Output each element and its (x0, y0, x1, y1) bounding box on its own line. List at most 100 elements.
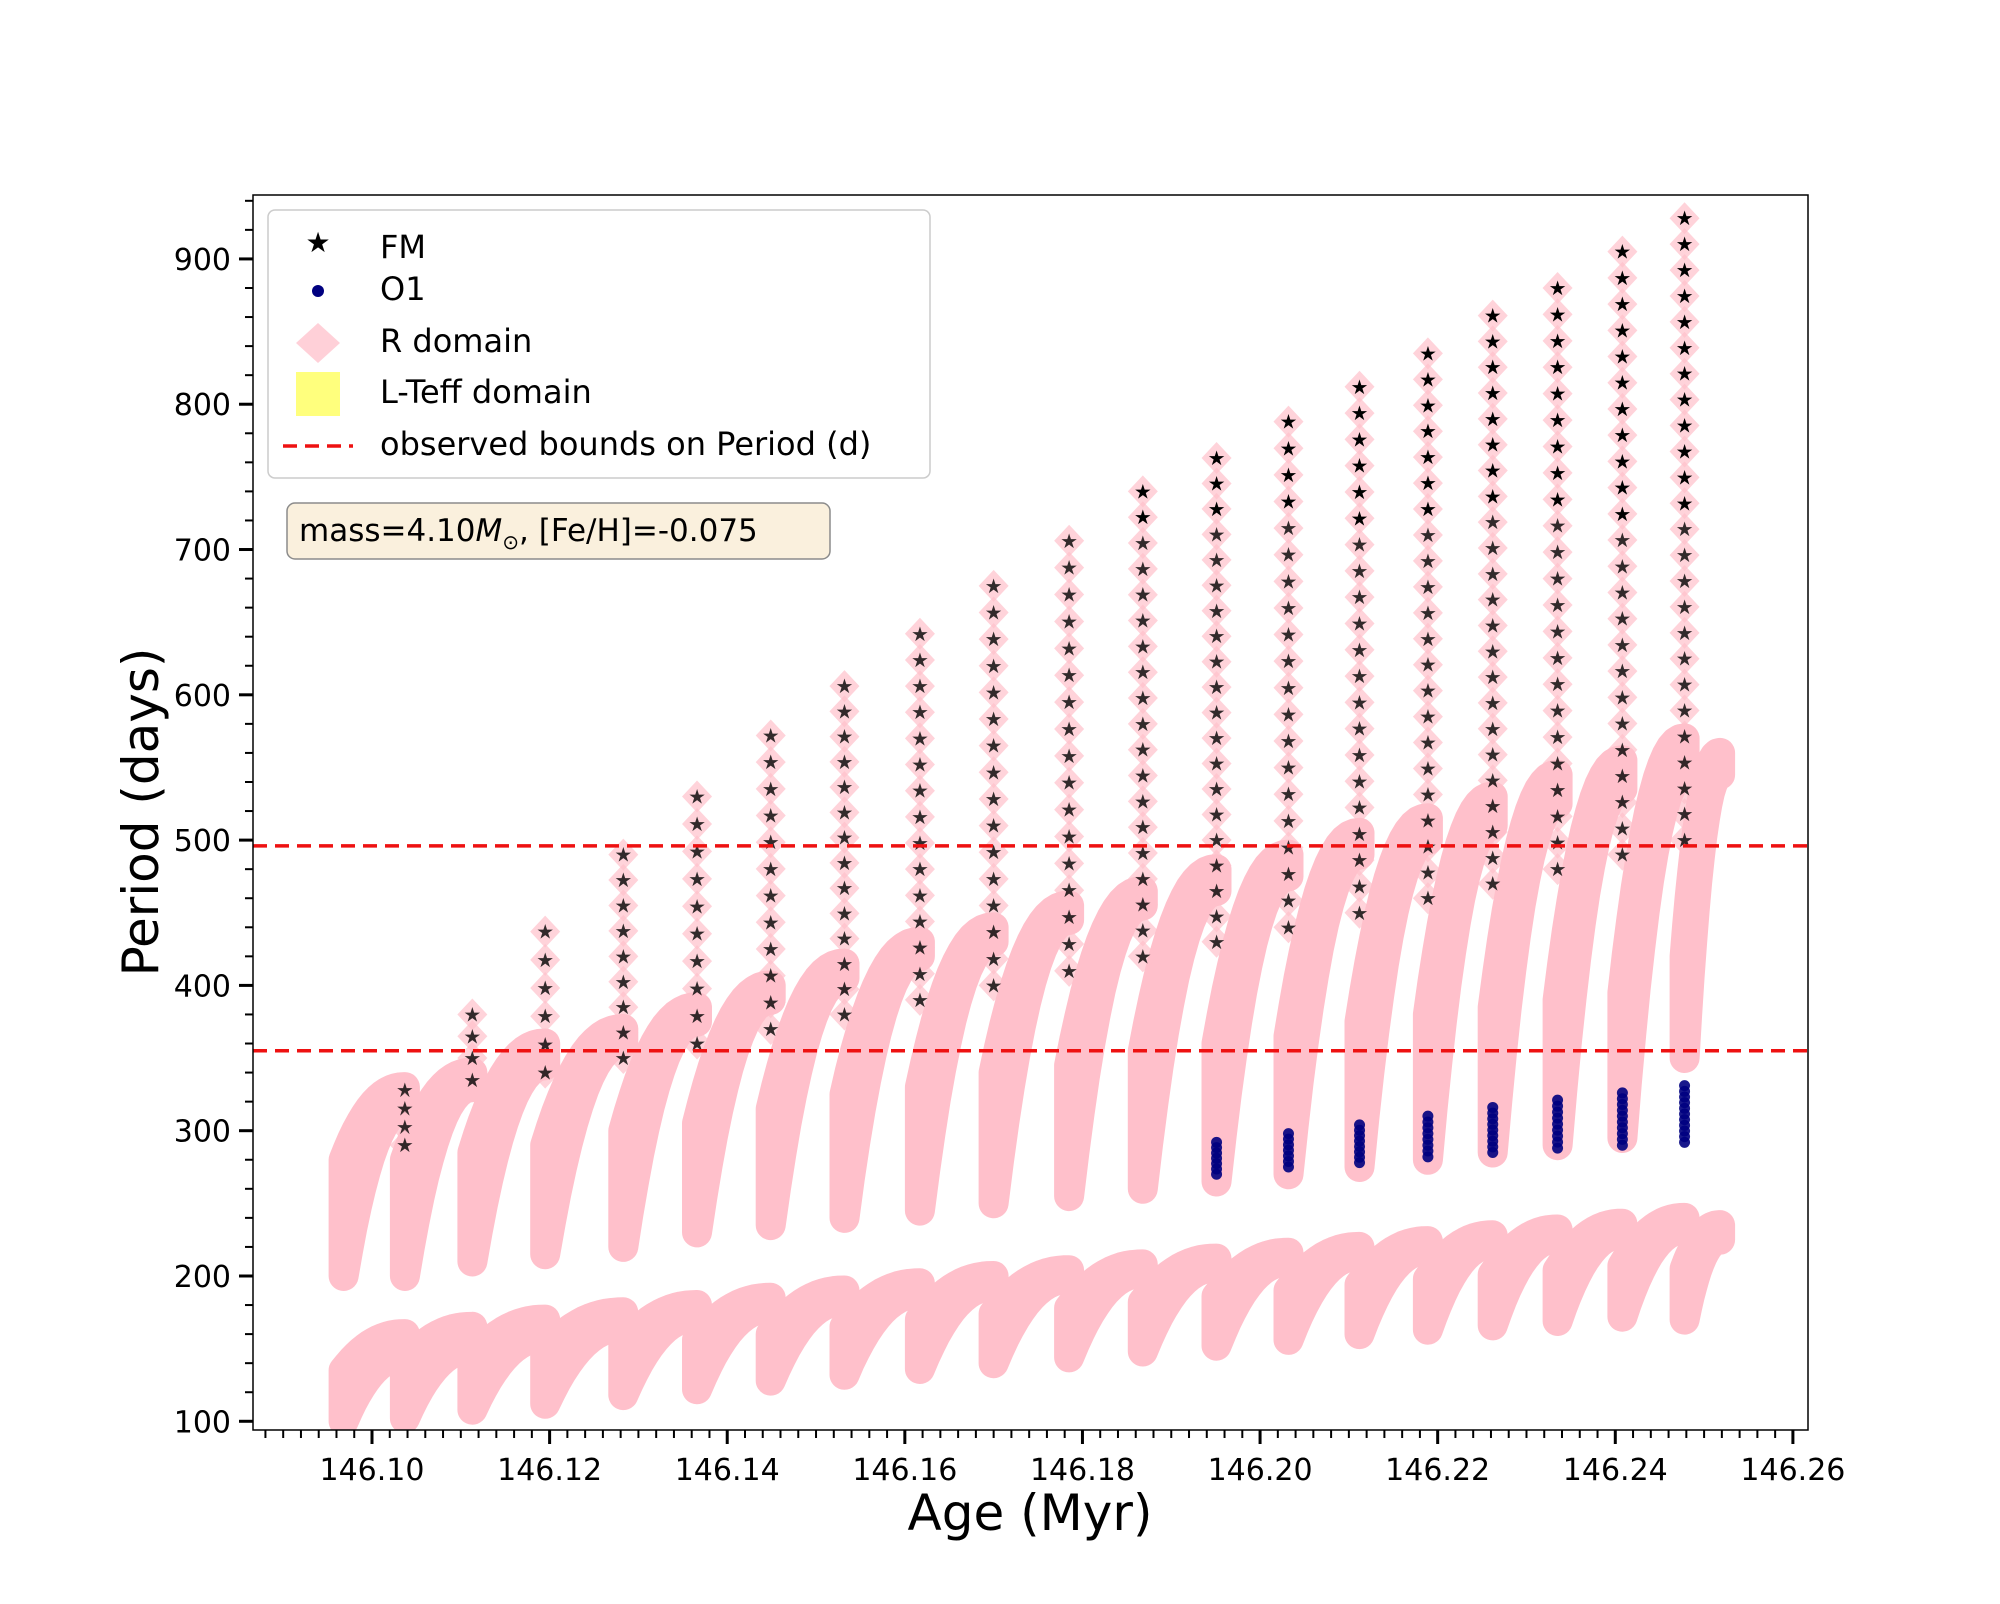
fm-star-marker: ★ (1060, 771, 1078, 795)
r-domain-diamond (1273, 432, 1304, 465)
r-domain-diamond (1542, 404, 1573, 437)
fm-star-marker: ★ (1060, 663, 1078, 687)
fm-star-marker: ★ (1134, 815, 1152, 839)
fm-star-marker: ★ (1419, 808, 1437, 832)
r-domain-diamond (608, 940, 639, 973)
fm-star-marker: ★ (1351, 743, 1369, 767)
r-domain-diamond (829, 796, 860, 829)
fm-star-marker: ★ (985, 680, 1003, 704)
fm-star-marker: ★ (1351, 822, 1369, 846)
legend-entry-o1: O1 (380, 270, 426, 308)
fm-star-marker: ★ (985, 893, 1003, 917)
r-domain-diamond (1412, 596, 1443, 629)
fm-star-marker: ★ (688, 949, 706, 973)
r-domain-diamond (1412, 518, 1443, 551)
annotation-text: mass=4.10M⊙, [Fe/H]=-0.075 (299, 513, 758, 554)
legend-entry-r-domain: R domain (380, 322, 532, 360)
r-domain-diamond (1542, 826, 1573, 859)
r-domain-diamond (1669, 824, 1700, 857)
r-domain-diamond (1054, 605, 1085, 638)
fm-star-marker: ★ (1280, 702, 1298, 726)
fm-star-marker: ★ (1484, 820, 1502, 844)
fm-star-marker: ★ (1060, 905, 1078, 929)
fm-star-marker: ★ (1351, 874, 1369, 898)
fm-star-marker: ★ (1549, 778, 1567, 802)
fm-star-marker: ★ (1208, 599, 1226, 623)
fm-star-marker: ★ (688, 977, 706, 1001)
r-domain-diamond (1273, 751, 1304, 784)
fm-star-marker: ★ (1419, 731, 1437, 755)
fm-star-marker: ★ (1484, 459, 1502, 483)
fm-star-marker: ★ (1208, 726, 1226, 750)
r-domain-diamond (1669, 694, 1700, 727)
fm-star-marker: ★ (1484, 691, 1502, 715)
o1-point (1422, 1110, 1434, 1122)
fm-star-marker: ★ (1280, 463, 1298, 487)
r-domain-diamond (1477, 790, 1508, 823)
r-domain-diamond (1344, 791, 1375, 824)
r-domain-diamond (829, 745, 860, 778)
fm-pulse-column-8: ★★★★★★★★★★★★★★★ (904, 617, 935, 1016)
fm-star-marker: ★ (1613, 292, 1631, 316)
fm-star-marker: ★ (463, 1068, 481, 1092)
r-domain-diamond (1344, 712, 1375, 745)
o1-point (1354, 1119, 1366, 1131)
fm-star-marker: ★ (396, 1133, 414, 1157)
r-domain-diamond (904, 774, 935, 807)
r-domain-diamond (1412, 441, 1443, 474)
fm-pulse-column-12: ★★★★★★★★★★★★★★★★★★★★ (1201, 441, 1232, 958)
legend-star-marker: ★ (305, 226, 330, 259)
o1-band-segment-14 (1273, 1231, 1375, 1355)
r-domain-diamond (1344, 660, 1375, 693)
r-domain-diamond (1344, 554, 1375, 587)
fm-star-marker: ★ (835, 725, 853, 749)
fm-star-marker: ★ (1613, 318, 1631, 342)
fm-star-marker: ★ (985, 734, 1003, 758)
r-domain-diamond (1607, 707, 1638, 740)
r-domain-diamond (1542, 351, 1573, 384)
r-domain-diamond (1669, 590, 1700, 623)
fm-star-marker: ★ (1419, 393, 1437, 417)
fm-star-marker: ★ (1134, 789, 1152, 813)
x-tick-label: 146.20 (1208, 1453, 1313, 1488)
fm-star-marker: ★ (1208, 879, 1226, 903)
r-domain-diamond (1669, 202, 1700, 235)
r-domain-diamond (1054, 551, 1085, 584)
o1-band-segment-8 (829, 1268, 935, 1390)
fm-star-marker: ★ (835, 800, 853, 824)
fm-pulse-column-7: ★★★★★★★★★★★★★★ (829, 670, 860, 1031)
r-domain-diamond (1542, 509, 1573, 542)
r-domain-diamond (1273, 884, 1304, 917)
r-domain-diamond (1542, 271, 1573, 304)
fm-star-marker: ★ (762, 910, 780, 934)
r-domain-diamond (1669, 746, 1700, 779)
r-domain-diamond (1607, 576, 1638, 609)
fm-star-marker: ★ (1419, 782, 1437, 806)
o1-pulse-column-6 (1552, 1094, 1564, 1154)
fm-star-marker: ★ (536, 1032, 554, 1056)
r-domain-diamond (1412, 648, 1443, 681)
fm-star-marker: ★ (1676, 517, 1694, 541)
fm-star-marker: ★ (835, 826, 853, 850)
fm-star-marker: ★ (1134, 660, 1152, 684)
fm-pulse-column-6: ★★★★★★★★★★★★ (755, 719, 786, 1045)
r-domain-diamond (1054, 686, 1085, 719)
fm-star-marker: ★ (911, 648, 929, 672)
fm-star-marker: ★ (985, 947, 1003, 971)
r-domain-diamond (1273, 858, 1304, 891)
fm-star-marker: ★ (985, 707, 1003, 731)
fm-star-marker: ★ (1208, 930, 1226, 954)
fm-star-marker: ★ (1280, 596, 1298, 620)
r-domain-diamond (1669, 668, 1700, 701)
r-domain-diamond (904, 905, 935, 938)
fm-star-marker: ★ (1676, 465, 1694, 489)
r-domain-diamond (1477, 583, 1508, 616)
r-domain-diamond (682, 780, 713, 813)
fm-star-marker: ★ (1060, 583, 1078, 607)
r-domain-diamond (389, 1110, 420, 1143)
fm-star-marker: ★ (1419, 419, 1437, 443)
r-domain-diamond (978, 782, 1009, 815)
r-domain-diamond (829, 998, 860, 1031)
fm-star-marker: ★ (911, 831, 929, 855)
fm-star-marker: ★ (1419, 575, 1437, 599)
